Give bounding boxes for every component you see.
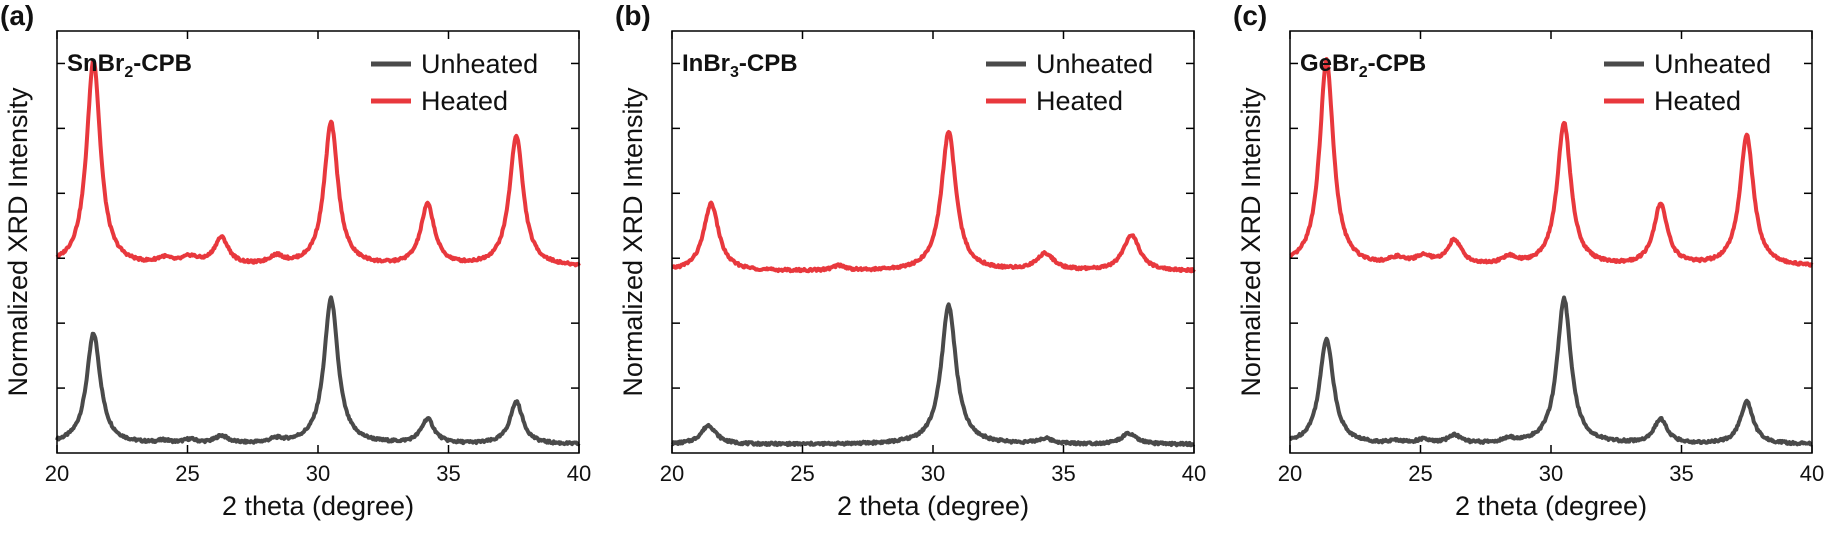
series-line-heated <box>670 130 1196 274</box>
chart-title-subscript: 2 <box>124 64 133 81</box>
x-axis-label: 2 theta (degree) <box>837 491 1029 521</box>
legend-label-heated: Heated <box>1036 86 1123 116</box>
x-tick-label: 40 <box>1182 461 1206 486</box>
x-axis-label: 2 theta (degree) <box>222 491 414 521</box>
panel-label: (b) <box>615 0 651 31</box>
legend-label-heated: Heated <box>421 86 508 116</box>
panel-label: (a) <box>0 0 34 31</box>
chart-title-suffix: -CPB <box>739 50 798 77</box>
chart-title: SnBr2-CPB <box>67 50 192 81</box>
y-axis-label: Normalized XRD Intensity <box>3 87 33 397</box>
legend-label-unheated: Unheated <box>421 49 538 79</box>
series-line-unheated <box>55 295 581 447</box>
x-tick-label: 35 <box>1669 461 1693 486</box>
chart-title-suffix: -CPB <box>133 50 192 77</box>
chart-title-main: InBr <box>682 50 730 77</box>
series-line-heated <box>1288 57 1814 268</box>
x-tick-label: 35 <box>1051 461 1075 486</box>
series-line-unheated <box>670 302 1196 448</box>
x-tick-label: 20 <box>1278 461 1302 486</box>
chart-title-subscript: 3 <box>730 64 739 81</box>
x-tick-label: 40 <box>567 461 591 486</box>
series-line-unheated <box>1288 295 1814 447</box>
x-tick-label: 25 <box>1408 461 1432 486</box>
x-tick-label: 30 <box>306 461 330 486</box>
x-axis-label: 2 theta (degree) <box>1455 491 1647 521</box>
chart-title: InBr3-CPB <box>682 50 798 81</box>
legend-label-heated: Heated <box>1654 86 1741 116</box>
chart-panel-a: 20 25 30 35 40 2 theta (degree) Normalized XRD… <box>0 0 591 521</box>
series-line-heated <box>55 59 581 268</box>
chart-title-subscript: 2 <box>1359 64 1368 81</box>
x-tick-label: 40 <box>1800 461 1824 486</box>
y-axis-label: Normalized XRD Intensity <box>1236 87 1266 397</box>
x-tick-label: 25 <box>175 461 199 486</box>
x-tick-label: 30 <box>1539 461 1563 486</box>
x-tick-label: 35 <box>436 461 460 486</box>
chart-title-main: SnBr <box>67 50 124 77</box>
chart-title-main: GeBr <box>1300 50 1359 77</box>
x-tick-label: 20 <box>660 461 684 486</box>
chart-panel-b: 20 25 30 35 40 2 theta (degree) Normalized XRD… <box>615 0 1206 521</box>
chart-title-suffix: -CPB <box>1368 50 1427 77</box>
x-tick-label: 25 <box>790 461 814 486</box>
legend: Unheated Heated <box>1604 49 1771 116</box>
y-axis-label: Normalized XRD Intensity <box>618 87 648 397</box>
legend: Unheated Heated <box>371 49 538 116</box>
chart-title: GeBr2-CPB <box>1300 50 1426 81</box>
legend-label-unheated: Unheated <box>1036 49 1153 79</box>
legend: Unheated Heated <box>986 49 1153 116</box>
chart-panel-c: 20 25 30 35 40 2 theta (degree) Normalized XRD… <box>1233 0 1824 521</box>
x-tick-label: 20 <box>45 461 69 486</box>
x-tick-label: 30 <box>921 461 945 486</box>
panel-label: (c) <box>1233 0 1267 31</box>
legend-label-unheated: Unheated <box>1654 49 1771 79</box>
